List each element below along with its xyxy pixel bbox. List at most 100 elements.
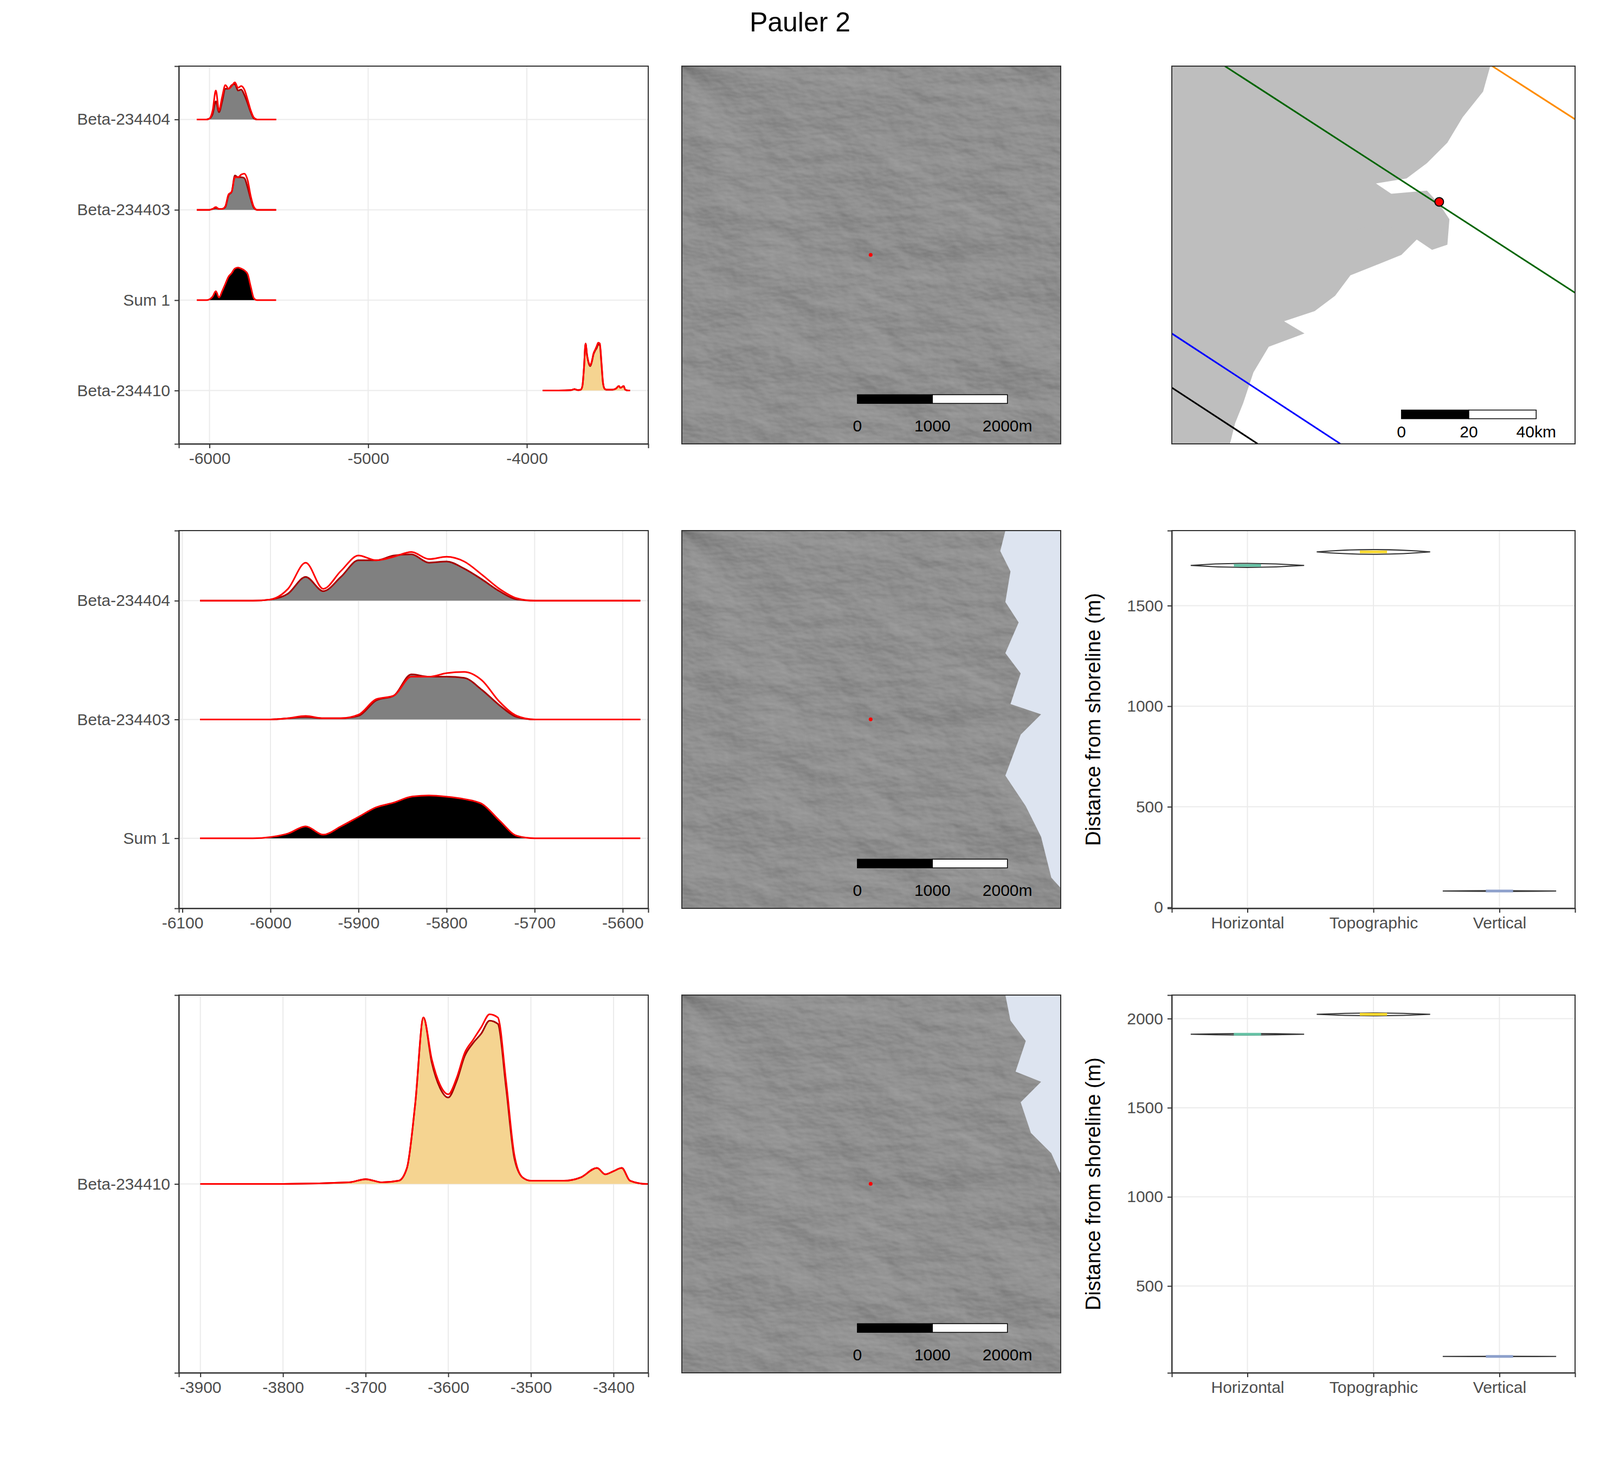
tick: -5600 [602, 908, 644, 932]
violin-median [1359, 1013, 1387, 1016]
tick: -5700 [514, 908, 557, 932]
tick-mark [1373, 1372, 1375, 1378]
tick-label: Horizontal [1210, 913, 1285, 932]
tick: 1500 [1126, 596, 1172, 615]
axis-title: Distance from shoreline (m) [1081, 592, 1105, 847]
map: 010002000m [681, 66, 1061, 444]
tick: 500 [1136, 797, 1172, 816]
sea [1005, 995, 1061, 1174]
tick: -5800 [426, 908, 468, 932]
grid [1171, 530, 1576, 909]
tick-label: Topographic [1329, 1378, 1418, 1397]
axis-line [179, 1373, 649, 1378]
tick-label: -6000 [189, 449, 231, 468]
tick-label: 1500 [1126, 596, 1164, 615]
tick: -3500 [510, 1372, 553, 1397]
tick-label: Sum 1 [123, 291, 171, 309]
tick: -6000 [189, 443, 231, 468]
island [1353, 215, 1372, 230]
violin [1190, 1033, 1305, 1036]
density-area [196, 84, 276, 120]
scalebar-segment [857, 1323, 933, 1333]
tick: 1500 [1126, 1098, 1172, 1117]
tick-label: Beta-234403 [76, 710, 171, 729]
tick: 1000 [1126, 697, 1172, 715]
tick: Horizontal [1210, 1372, 1285, 1397]
tick-label: Beta-234404 [76, 110, 171, 128]
tick: -6000 [249, 908, 292, 932]
density-outline [200, 1017, 649, 1184]
tick: Sum 1 [123, 291, 179, 309]
title: Pauler 2 [749, 7, 851, 38]
axis-line [174, 66, 180, 445]
tick-mark [530, 1372, 532, 1378]
map-border [681, 995, 1061, 1373]
sea [1000, 530, 1061, 888]
scalebar-segment [857, 859, 933, 868]
axis-line [1167, 995, 1173, 1374]
density-area [196, 175, 276, 210]
plot-area [200, 1014, 649, 1184]
grid-line [526, 66, 528, 444]
density-area [196, 267, 276, 301]
tick-mark [282, 1372, 285, 1378]
violin-median [1233, 1033, 1261, 1036]
island [1381, 226, 1395, 238]
density-outline [196, 175, 276, 210]
tick-mark [1167, 1018, 1172, 1020]
tick: Beta-234404 [76, 110, 179, 128]
hillshade [681, 995, 1061, 1373]
figure: Pauler 2-6000-5000-4000Beta-234410Sum 1B… [0, 0, 1600, 1459]
density-outline [200, 674, 641, 720]
density-outline [200, 554, 641, 601]
tick-mark [1167, 1285, 1172, 1287]
tick-label: -3600 [427, 1378, 470, 1397]
site [1434, 197, 1444, 206]
grid-line [1499, 995, 1501, 1373]
tick-label: -6100 [162, 913, 204, 932]
tick: -3900 [179, 1372, 222, 1397]
scalebar-segment [1401, 410, 1469, 419]
density-area [200, 795, 641, 839]
grid [178, 66, 649, 444]
grid-line [1499, 530, 1501, 909]
grid-line [1372, 530, 1374, 909]
grid-line [1372, 995, 1374, 1373]
tick-label: Beta-234410 [76, 1175, 171, 1193]
prior-line [542, 342, 630, 391]
scalebar-segment [1468, 410, 1537, 419]
hillshade [681, 66, 1061, 444]
axis: HorizontalTopographicVertical [1172, 1372, 1576, 1397]
tick: Beta-234410 [76, 381, 179, 400]
water [1171, 66, 1576, 444]
tick-mark [1373, 908, 1375, 913]
axis-title: Distance from shoreline (m) [1081, 1057, 1105, 1311]
tick-label: Beta-234404 [76, 591, 171, 610]
tick-mark [174, 299, 179, 301]
scalebar-label: 2000m [982, 881, 1033, 900]
tick-label: -3900 [179, 1378, 222, 1397]
axis: Beta-234410 Sum 1 Beta-234403 Beta-234404 [76, 66, 179, 445]
map-content [681, 66, 1061, 444]
prior-line [200, 672, 641, 720]
tick-label: Beta-234410 [76, 381, 171, 400]
tick-mark [200, 1372, 202, 1378]
tick: Beta-234403 [76, 200, 179, 219]
tick: 2000 [1126, 1009, 1172, 1028]
tick-label: -3700 [345, 1378, 387, 1397]
tick: -3700 [345, 1372, 387, 1397]
panel-background [1171, 530, 1576, 909]
tick-label: -5700 [514, 913, 557, 932]
tick-mark [534, 908, 536, 913]
plot-area [196, 82, 630, 391]
axis: -3900-3800-3700-3600-3500-3400 [179, 1372, 649, 1397]
map: 02040km [1171, 66, 1576, 444]
tick-label: -4000 [506, 449, 548, 468]
tick-mark [1167, 806, 1172, 808]
tick-label: Vertical [1473, 913, 1527, 932]
scalebar-label: 2000m [982, 1345, 1033, 1364]
map: 010002000m [681, 995, 1061, 1373]
tick-label: 1500 [1126, 1098, 1164, 1117]
panel-border [1171, 530, 1576, 909]
tick-mark [174, 600, 179, 602]
